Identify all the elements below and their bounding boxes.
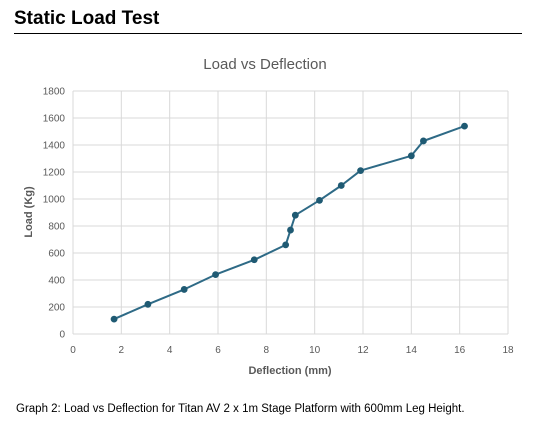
y-tick-label: 1000 xyxy=(43,195,66,206)
x-tick-label: 6 xyxy=(215,345,221,356)
x-tick-label: 0 xyxy=(70,345,76,356)
x-tick-label: 16 xyxy=(454,345,466,356)
x-tick-label: 12 xyxy=(357,345,369,356)
data-point xyxy=(282,241,290,249)
section-divider xyxy=(14,33,522,34)
y-tick-label: 600 xyxy=(48,249,65,260)
x-tick-label: 4 xyxy=(167,345,173,356)
x-tick-label: 2 xyxy=(119,345,125,356)
y-tick-label: 1600 xyxy=(43,114,66,125)
section-title: Static Load Test xyxy=(14,8,160,29)
x-tick-label: 10 xyxy=(309,345,321,356)
data-point xyxy=(357,167,364,175)
data-point xyxy=(287,226,294,234)
data-point xyxy=(212,271,219,278)
data-point xyxy=(420,137,427,145)
data-point xyxy=(407,152,415,160)
data-point xyxy=(337,182,345,189)
chart-title: Load vs Deflection xyxy=(203,56,326,73)
y-tick-label: 1800 xyxy=(43,87,66,98)
y-tick-labels: 0 200 400 600 800 1000 1200 1400 1600 1800 xyxy=(43,87,66,341)
data-point xyxy=(461,122,468,130)
x-axis-label: Deflection (mm) xyxy=(248,365,331,377)
load-deflection-chart: 0 200 400 600 800 1000 1200 1400 1600 1800 0 2 4 6 8 1… xyxy=(23,56,514,377)
data-point xyxy=(250,256,258,264)
data-point xyxy=(291,211,299,219)
x-tick-label: 8 xyxy=(264,345,270,356)
y-tick-label: 1400 xyxy=(43,141,66,152)
data-point xyxy=(180,286,188,293)
x-tick-label: 14 xyxy=(406,345,418,356)
y-axis-label: Load (Kg) xyxy=(23,186,35,238)
data-point xyxy=(110,315,118,323)
figure-caption: Graph 2: Load vs Deflection for Titan AV… xyxy=(16,403,465,415)
data-point xyxy=(144,300,152,308)
y-tick-label: 800 xyxy=(48,222,65,233)
x-tick-labels: 0 2 4 6 8 10 12 14 16 18 xyxy=(70,345,514,356)
y-tick-label: 0 xyxy=(59,330,65,341)
y-tick-label: 1200 xyxy=(43,168,66,179)
y-tick-label: 400 xyxy=(48,276,65,287)
data-point xyxy=(316,196,323,204)
data-series xyxy=(110,122,468,323)
x-tick-label: 18 xyxy=(502,345,514,356)
series-line xyxy=(113,125,465,321)
grid-lines xyxy=(72,90,509,335)
y-tick-label: 200 xyxy=(48,303,65,314)
